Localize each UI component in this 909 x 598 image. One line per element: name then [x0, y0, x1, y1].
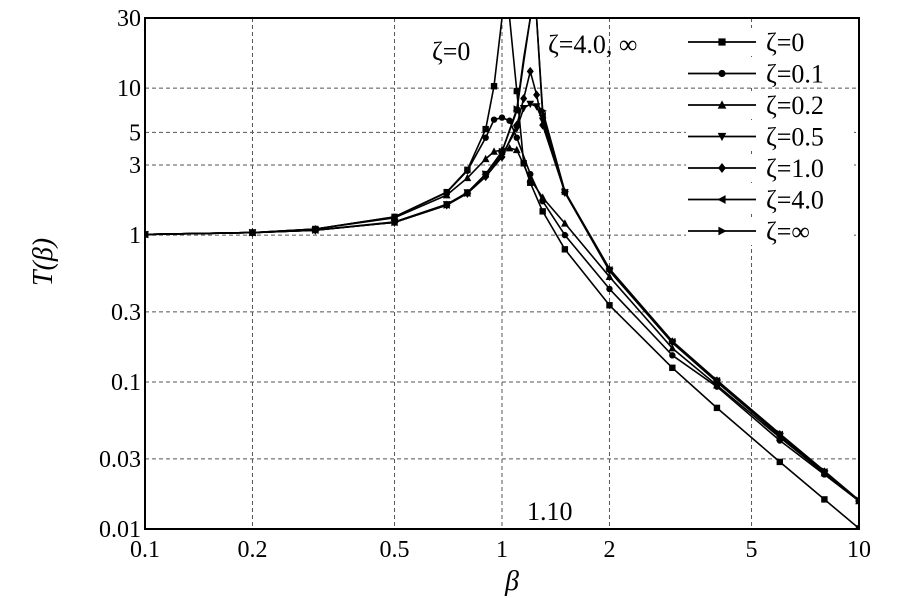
y-axis-label: T(β) [28, 238, 59, 286]
data-point-triangle-left [717, 195, 726, 204]
data-point-square [561, 246, 569, 253]
data-point-triangle-right [391, 218, 399, 227]
data-point-triangle-right [482, 170, 490, 178]
data-point-triangle-right [718, 226, 727, 236]
data-point-triangle-right [249, 228, 257, 237]
data-point-triangle-right [776, 429, 784, 438]
data-point-square [513, 87, 520, 95]
data-point-square [713, 404, 721, 412]
legend-label: ζ=0.2 [766, 91, 824, 120]
data-point-triangle-right [443, 201, 451, 209]
data-point-circle [482, 134, 489, 141]
data-point-diamond [498, 152, 506, 162]
data-point-diamond [513, 120, 521, 130]
plot-frame [144, 17, 860, 530]
data-point-circle [513, 134, 520, 141]
data-point-square [490, 83, 498, 90]
data-point-triangle-down [526, 100, 535, 109]
data-point-triangle-down [717, 132, 727, 142]
data-point-triangle-up [668, 344, 677, 352]
data-point-triangle-up [442, 190, 451, 199]
data-point-circle [561, 231, 569, 239]
data-point-triangle-up [717, 100, 727, 109]
legend-label: ζ=1.0 [766, 154, 824, 183]
data-point-circle [669, 352, 676, 359]
y-tick-label: 0.3 [111, 300, 141, 326]
data-point-square [855, 525, 859, 529]
data-point-triangle-right [312, 226, 320, 235]
data-point-diamond [718, 162, 726, 174]
data-point-triangle-up [605, 272, 614, 281]
y-tick-label: 0.1 [111, 370, 141, 396]
legend-label: ζ=0.1 [766, 60, 824, 89]
data-point-square [539, 208, 546, 215]
data-point-triangle-right [539, 107, 547, 115]
legend-label: ζ=0 [766, 28, 804, 57]
data-point-triangle-right [513, 105, 521, 113]
data-point-triangle-right [606, 264, 614, 273]
series-line [145, 147, 859, 502]
data-point-circle [606, 285, 613, 293]
data-point-circle [718, 69, 726, 78]
data-point-triangle-up [561, 219, 569, 227]
data-point-triangle-right [498, 147, 507, 156]
y-tick-label: 30 [117, 6, 141, 32]
data-point-triangle-up [505, 144, 514, 152]
x-tick-label: 0.1 [130, 537, 160, 563]
legend-label: ζ=∞ [766, 217, 810, 246]
series-line [145, 18, 859, 501]
y-tick-label: 0.01 [99, 517, 141, 543]
data-point-triangle-up [526, 175, 535, 183]
data-point-triangle-right [561, 187, 570, 196]
data-point-triangle-up [463, 173, 472, 182]
annotation-zeta-zero: ζ=0 [432, 37, 470, 66]
legend: ζ=0 ζ=0.1ζ=0.2 ζ=0.5ζ=1.0 ζ=4.0ζ=∞ [686, 28, 854, 246]
data-point-triangle-up [538, 193, 547, 201]
data-point-square [669, 364, 676, 371]
data-point-diamond [520, 94, 528, 103]
x-tick-label: 0.2 [237, 537, 267, 563]
x-axis-label: β [504, 566, 519, 597]
data-point-triangle-right [669, 337, 677, 345]
data-point-triangle-right [821, 467, 829, 475]
legend-label: ζ=0.5 [766, 123, 824, 152]
data-point-circle [490, 116, 498, 123]
x-tick-label: 10 [847, 537, 871, 563]
data-point-triangle-up [481, 154, 490, 163]
y-tick-label: 1 [129, 223, 141, 249]
x-tick-label: 2 [603, 537, 615, 563]
data-point-square [482, 125, 489, 133]
y-tick-label: 3 [129, 153, 141, 179]
data-point-triangle-right [713, 376, 722, 384]
data-point-triangle-right [464, 189, 472, 197]
x-tick-label: 0.5 [380, 537, 410, 563]
y-tick-label: 0.03 [99, 447, 141, 473]
x-tick-label: 5 [746, 537, 758, 563]
data-point-square [527, 179, 534, 186]
series-line [145, 116, 859, 502]
data-point-diamond [526, 66, 534, 76]
y-tick-label: 10 [117, 76, 141, 102]
y-tick-label: 5 [129, 120, 141, 146]
data-point-square [821, 496, 828, 503]
x-tick-label: 1 [496, 537, 508, 563]
data-point-square [776, 458, 783, 466]
annotation-zeta-four-inf: ζ=4.0, ∞ [548, 30, 637, 59]
data-point-circle [464, 167, 471, 174]
tick-labels: 0.1 0.2 0.5 1 2 5 10 0.01 0.03 0.1 0.3 1 3 5 10 30 [99, 6, 871, 563]
data-point-circle [506, 117, 513, 124]
data-point-triangle-up [490, 147, 498, 155]
data-point-triangle-right [145, 232, 150, 237]
data-point-circle [498, 114, 506, 121]
data-point-diamond [533, 90, 541, 100]
data-point-square [606, 302, 613, 309]
data-point-triangle-up [512, 145, 521, 154]
annotation-resonance-value: 1.10 [527, 497, 573, 526]
legend-label: ζ=4.0 [766, 186, 824, 215]
data-point-square [718, 38, 726, 46]
